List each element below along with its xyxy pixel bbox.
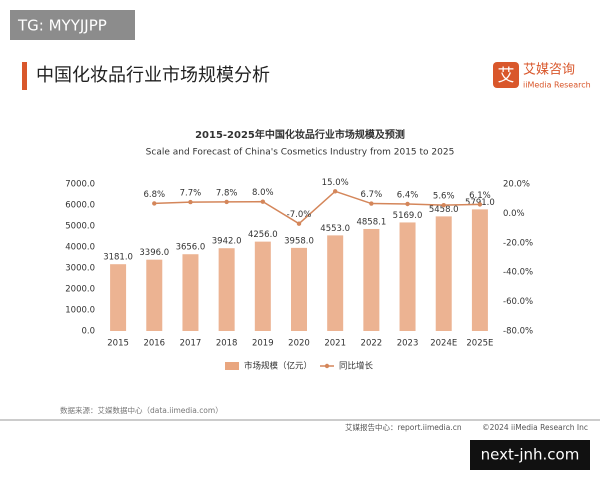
x-tick-label: 2021	[324, 339, 346, 349]
y2-tick-label: -80.0%	[503, 327, 533, 337]
x-tick-label: 2015	[107, 339, 129, 349]
y2-tick-label: 20.0%	[503, 180, 530, 190]
bar	[327, 235, 344, 331]
logo-sub: iiMedia Research	[523, 81, 591, 90]
value-label: 6.1%	[469, 191, 491, 201]
value-label: 3181.0	[103, 253, 133, 263]
bar	[218, 248, 235, 331]
bar	[291, 247, 307, 331]
line-point	[188, 199, 193, 205]
legend-label: 市场规模（亿元）	[244, 361, 312, 372]
x-tick-label: 2023	[397, 339, 419, 349]
bar	[110, 264, 127, 331]
x-tick-label: 2022	[361, 339, 383, 349]
y-tick-label: 2000.0	[65, 285, 95, 295]
legend-swatch	[225, 362, 239, 370]
line-point	[152, 201, 157, 206]
y2-tick-label: 0.0%	[503, 209, 525, 219]
bar	[182, 254, 199, 331]
y-tick-label: 5000.0	[65, 222, 95, 232]
line-point	[260, 199, 266, 204]
y-tick-label: 3000.0	[65, 264, 95, 274]
bar	[399, 222, 416, 331]
bar	[254, 241, 271, 331]
value-label: 3942.0	[212, 237, 242, 247]
x-tick-label: 2019	[252, 339, 274, 349]
logo-mark: 艾	[498, 66, 515, 86]
value-label: 3396.0	[139, 248, 169, 258]
y2-tick-label: -20.0%	[503, 238, 533, 248]
chart-subtitle: Scale and Forecast of China's Cosmetics …	[146, 148, 455, 158]
x-tick-label: 2017	[180, 339, 202, 349]
header-bar	[22, 62, 27, 90]
x-tick-label: 2020	[288, 339, 310, 349]
value-label: 4256.0	[248, 230, 278, 240]
header-title: 中国化妆品行业市场规模分析	[36, 65, 270, 86]
value-label: 5169.0	[393, 211, 423, 221]
value-label: 5.6%	[433, 192, 455, 202]
legend-swatch	[324, 363, 330, 369]
value-label: 15.0%	[322, 178, 349, 188]
bar	[146, 259, 163, 331]
logo-name: 艾媒咨询	[523, 63, 575, 78]
value-label: 6.8%	[143, 190, 165, 200]
line-point	[296, 221, 302, 226]
value-label: 7.7%	[180, 189, 202, 199]
value-label: -7.0%	[287, 210, 312, 220]
x-tick-label: 2018	[216, 339, 238, 349]
y-tick-label: 0.0	[81, 327, 95, 337]
line	[154, 190, 480, 225]
x-tick-label: 2016	[143, 339, 165, 349]
watermark-text: TG: MYYJJPP	[17, 17, 107, 35]
watermark-box	[470, 440, 590, 470]
bar	[363, 228, 380, 331]
y2-tick-label: -40.0%	[503, 268, 533, 278]
footer-right: ©2024 iiMedia Research Inc	[482, 423, 588, 432]
value-label: 3656.0	[176, 243, 206, 253]
source: 数据来源：艾媒数据中心（data.iimedia.com）	[60, 405, 223, 415]
y-tick-label: 6000.0	[65, 201, 95, 211]
value-label: 6.7%	[361, 190, 383, 200]
watermark-text: next-jnh.com	[481, 446, 580, 464]
value-label: 3958.0	[284, 236, 314, 246]
line-point	[332, 189, 338, 194]
value-label: 5458.0	[429, 205, 459, 215]
y-tick-label: 4000.0	[65, 243, 95, 253]
footer-left: 艾媒报告中心：report.iimedia.cn	[345, 422, 462, 432]
y-tick-label: 1000.0	[65, 306, 95, 316]
value-label: 4553.0	[320, 224, 350, 234]
value-label: 6.4%	[397, 190, 419, 200]
line-point	[441, 202, 446, 208]
chart-title: 2015-2025年中国化妆品行业市场规模及预测	[195, 128, 405, 141]
value-label: 7.8%	[216, 188, 238, 198]
line-point	[369, 201, 374, 206]
value-label: 4858.1	[356, 217, 386, 227]
x-tick-label: 2024E	[430, 339, 457, 349]
logo-icon	[493, 62, 519, 88]
y-tick-label: 7000.0	[65, 180, 95, 190]
line-point	[405, 201, 410, 207]
y2-tick-label: -60.0%	[503, 297, 533, 307]
line-point	[477, 202, 483, 207]
watermark-box	[10, 10, 135, 40]
value-label: 8.0%	[252, 188, 274, 198]
bar	[471, 209, 488, 331]
line-point	[224, 199, 229, 205]
bar	[435, 216, 452, 331]
legend-label: 同比增长	[339, 361, 374, 372]
x-tick-label: 2025E	[466, 339, 493, 349]
